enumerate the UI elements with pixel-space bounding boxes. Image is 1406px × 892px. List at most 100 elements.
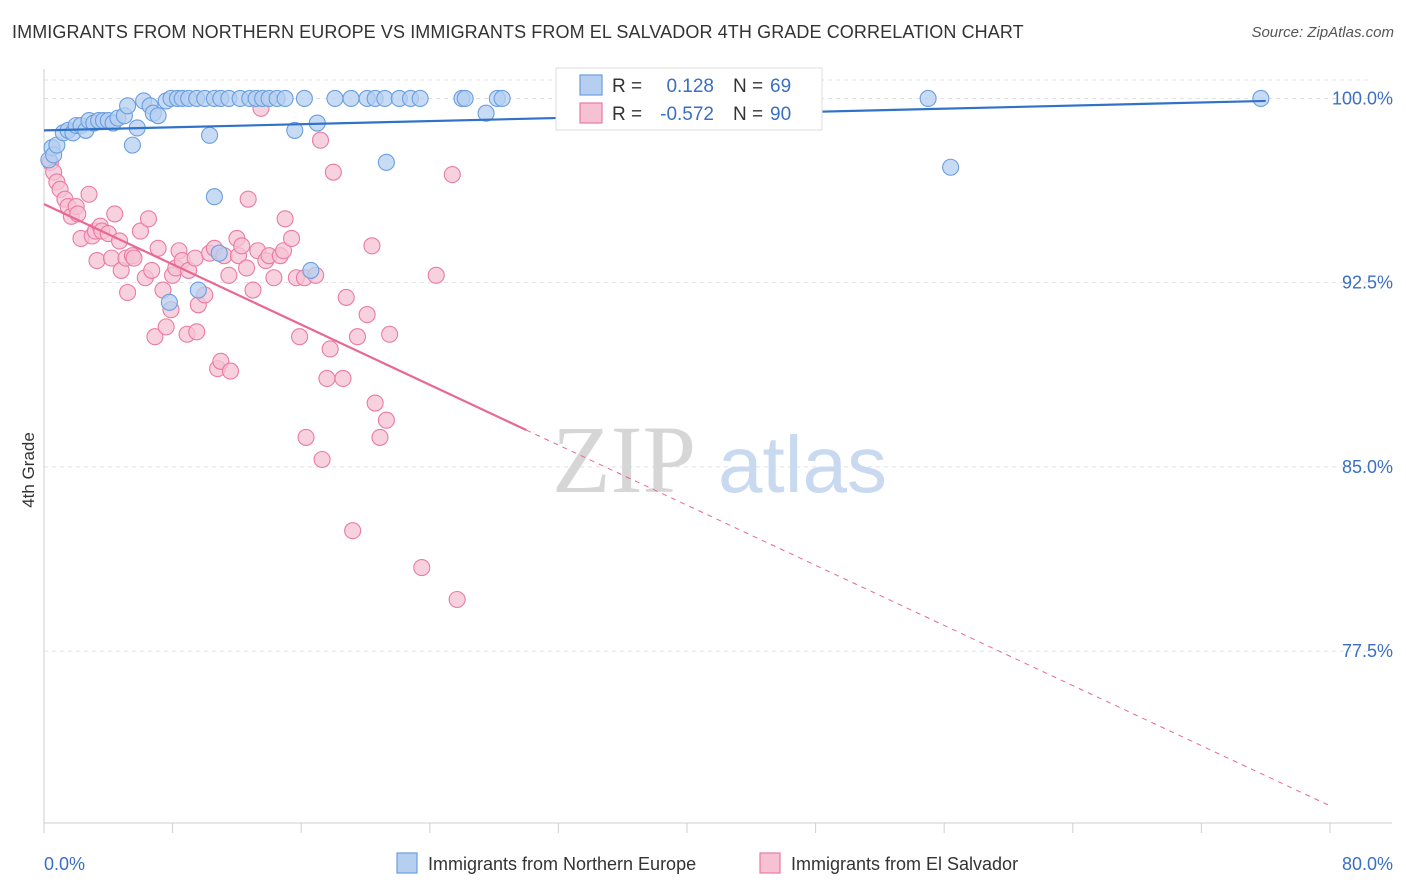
point-northern-europe xyxy=(1252,89,1270,108)
point-el-salvador xyxy=(139,210,158,228)
stat-n-value-blue: 69 xyxy=(770,76,791,97)
point-el-salvador xyxy=(443,166,461,184)
point-northern-europe xyxy=(942,158,960,176)
legend-label-blue: Immigrants from Northern Europe xyxy=(428,854,696,874)
point-el-salvador xyxy=(413,559,431,577)
point-el-salvador xyxy=(106,205,124,223)
y-tick-label: 85.0% xyxy=(1342,457,1393,477)
point-el-salvador xyxy=(324,163,342,181)
stat-r-label-blue: R = xyxy=(612,76,642,97)
watermark: ZIP atlas xyxy=(552,406,887,513)
point-el-salvador xyxy=(337,288,355,306)
axes xyxy=(43,69,1392,833)
stat-r-value-blue: 0.128 xyxy=(666,76,714,97)
point-el-salvador xyxy=(157,318,175,336)
trend-line-el-salvador xyxy=(43,203,527,432)
stats-legend: R = 0.128 N = 69 R = -0.572 N = 90 xyxy=(555,67,823,131)
point-el-salvador xyxy=(321,340,339,358)
stats-swatch-blue xyxy=(579,74,603,96)
point-el-salvador xyxy=(149,239,167,257)
point-northern-europe xyxy=(377,153,395,171)
point-el-salvador xyxy=(239,190,257,208)
x-tick-label-min: 0.0% xyxy=(44,854,85,874)
point-el-salvador xyxy=(274,242,293,260)
point-el-salvador xyxy=(283,229,301,248)
stat-n-label-pink: N = xyxy=(733,104,763,125)
point-el-salvador xyxy=(146,328,164,346)
point-el-salvador xyxy=(265,269,283,287)
point-el-salvador xyxy=(311,131,330,149)
point-el-salvador xyxy=(233,237,251,255)
y-tick-labels: 77.5% 85.0% 92.5% 100.0% xyxy=(1332,88,1393,661)
point-northern-europe xyxy=(411,89,429,108)
point-el-salvador xyxy=(366,394,384,412)
point-el-salvador xyxy=(344,522,362,540)
point-el-salvador xyxy=(237,259,256,277)
point-northern-europe xyxy=(276,89,294,108)
point-el-salvador xyxy=(318,369,336,388)
point-northern-europe xyxy=(456,89,474,108)
point-el-salvador xyxy=(377,411,395,429)
legend-swatch-pink xyxy=(759,852,781,874)
point-northern-europe xyxy=(302,261,320,279)
source-credit: Source: ZipAtlas.com xyxy=(1251,24,1394,41)
point-northern-europe xyxy=(286,121,304,139)
point-el-salvador xyxy=(131,222,149,240)
point-el-salvador xyxy=(125,249,143,267)
point-el-salvador xyxy=(143,261,161,279)
point-northern-europe xyxy=(376,89,394,108)
point-el-salvador xyxy=(381,325,399,343)
x-tick-labels: 0.0% 80.0% xyxy=(44,854,1393,874)
y-tick-label: 100.0% xyxy=(1332,88,1393,108)
point-el-salvador xyxy=(276,210,294,228)
stats-swatch-pink xyxy=(579,102,603,124)
point-northern-europe xyxy=(189,281,207,299)
point-northern-europe xyxy=(119,97,137,115)
point-el-salvador xyxy=(88,252,106,270)
legend-swatch-blue xyxy=(396,852,418,874)
point-northern-europe xyxy=(210,244,228,262)
watermark-atlas: atlas xyxy=(718,420,887,509)
point-northern-europe xyxy=(342,89,360,108)
point-el-salvador xyxy=(313,450,331,469)
point-el-salvador xyxy=(334,369,352,388)
stat-n-label-blue: N = xyxy=(733,76,763,97)
point-el-salvador xyxy=(297,428,315,446)
point-el-salvador xyxy=(186,249,204,267)
y-tick-label: 92.5% xyxy=(1342,273,1393,293)
point-el-salvador xyxy=(348,328,367,346)
legend-label-pink: Immigrants from El Salvador xyxy=(791,854,1018,874)
grid-lines xyxy=(44,79,1372,652)
x-tick-label-max: 80.0% xyxy=(1342,854,1393,874)
point-el-salvador xyxy=(358,306,376,324)
point-northern-europe xyxy=(205,188,223,206)
point-northern-europe xyxy=(919,89,937,108)
point-el-salvador xyxy=(220,266,238,284)
point-el-salvador xyxy=(448,590,466,609)
point-northern-europe xyxy=(160,293,178,311)
point-el-salvador xyxy=(427,266,445,284)
point-el-salvador xyxy=(221,362,240,380)
point-el-salvador xyxy=(188,323,206,341)
stat-n-value-pink: 90 xyxy=(770,104,791,125)
point-northern-europe xyxy=(149,107,167,125)
point-el-salvador xyxy=(363,237,381,255)
point-northern-europe xyxy=(123,136,141,154)
point-el-salvador xyxy=(244,281,262,299)
trend-line-el-salvador-extension xyxy=(526,429,1331,807)
point-northern-europe xyxy=(477,104,495,122)
watermark-zip: ZIP xyxy=(552,406,696,513)
chart-title: IMMIGRANTS FROM NORTHERN EUROPE VS IMMIG… xyxy=(12,22,1024,42)
point-northern-europe xyxy=(493,89,511,108)
point-el-salvador xyxy=(371,428,389,446)
point-el-salvador xyxy=(291,328,309,346)
y-tick-label: 77.5% xyxy=(1342,641,1393,661)
y-axis-label: 4th Grade xyxy=(19,432,38,508)
data-points xyxy=(40,89,1270,609)
point-northern-europe xyxy=(326,89,344,108)
point-northern-europe xyxy=(201,126,219,144)
point-el-salvador xyxy=(119,283,137,302)
stat-r-value-pink: -0.572 xyxy=(660,104,714,125)
point-northern-europe xyxy=(295,89,313,108)
